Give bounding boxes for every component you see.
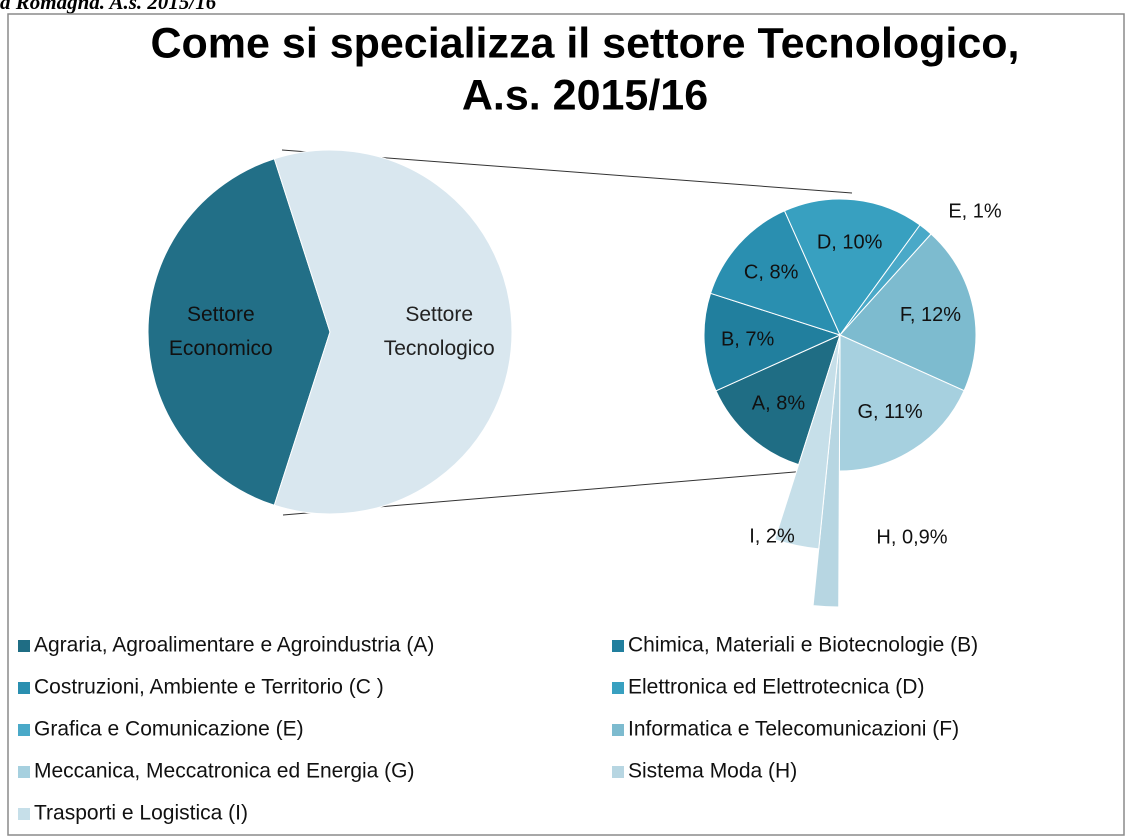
legend-label: Meccanica, Meccatronica ed Energia (G) <box>34 760 415 783</box>
pie-slice <box>783 198 921 336</box>
pie-slice <box>774 334 841 550</box>
data-label: I, 2% <box>749 525 795 547</box>
pie-slice <box>838 334 965 472</box>
data-label: F, 12% <box>900 304 961 326</box>
chart-title: Come si specializza il settore Tecnologi… <box>150 19 1019 67</box>
legend-label: Costruzioni, Ambiente e Territorio (C ) <box>34 676 384 699</box>
data-label: D, 10% <box>817 231 883 253</box>
data-label: A, 8% <box>752 392 806 414</box>
pie-slice <box>709 210 841 336</box>
legend-swatch <box>612 766 624 778</box>
legend-swatch <box>18 808 30 820</box>
data-label: E, 1% <box>948 200 1002 222</box>
pie-slice <box>703 292 842 392</box>
pie-slice <box>839 233 977 392</box>
legend-swatch <box>18 682 30 694</box>
data-label: C, 8% <box>744 262 799 284</box>
legend-label: Agraria, Agroalimentare e Agroindustria … <box>34 634 434 657</box>
legend-label: Sistema Moda (H) <box>628 760 797 783</box>
legend-label: Grafica e Comunicazione (E) <box>34 718 304 741</box>
slice-label: Settore Tecnologico <box>383 303 495 360</box>
legend-swatch <box>612 640 624 652</box>
chart-title: A.s. 2015/16 <box>462 71 708 119</box>
pie-slice <box>273 149 513 515</box>
legend-swatch <box>18 640 30 652</box>
slice-label: Settore Economico <box>168 303 273 360</box>
legend-label: Chimica, Materiali e Biotecnologie (B) <box>628 634 978 657</box>
data-label: G, 11% <box>857 401 922 423</box>
caption: a Romagna. A.s. 2015/16 <box>0 0 217 14</box>
pie-slice <box>147 158 331 506</box>
legend-swatch <box>18 766 30 778</box>
legend-label: Trasporti e Logistica (I) <box>34 802 248 825</box>
legend-swatch <box>612 682 624 694</box>
pie-slice <box>715 334 841 466</box>
data-label: B, 7% <box>721 328 775 350</box>
data-label: H, 0,9% <box>876 526 947 548</box>
legend-swatch <box>18 724 30 736</box>
legend-label: Elettronica ed Elettrotecnica (D) <box>628 676 924 699</box>
legend-swatch <box>612 724 624 736</box>
legend-label: Informatica e Telecomunicazioni (F) <box>628 718 959 741</box>
